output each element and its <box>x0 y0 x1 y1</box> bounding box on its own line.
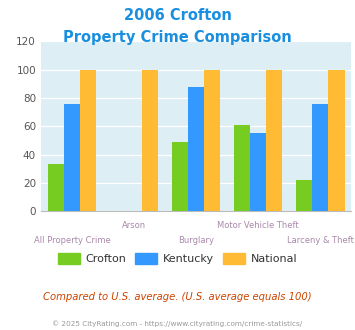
Bar <box>266 70 283 211</box>
Bar <box>328 70 345 211</box>
Bar <box>172 142 188 211</box>
Text: All Property Crime: All Property Crime <box>33 236 110 245</box>
Text: Property Crime Comparison: Property Crime Comparison <box>63 30 292 45</box>
Text: Larceny & Theft: Larceny & Theft <box>287 236 354 245</box>
Bar <box>312 104 328 211</box>
Text: Arson: Arson <box>122 221 146 230</box>
Text: Compared to U.S. average. (U.S. average equals 100): Compared to U.S. average. (U.S. average … <box>43 292 312 302</box>
Bar <box>250 133 266 211</box>
Text: Burglary: Burglary <box>178 236 214 245</box>
Bar <box>64 104 80 211</box>
Text: 2006 Crofton: 2006 Crofton <box>124 8 231 23</box>
Legend: Crofton, Kentucky, National: Crofton, Kentucky, National <box>55 251 300 267</box>
Bar <box>142 70 158 211</box>
Bar <box>80 70 96 211</box>
Bar <box>204 70 220 211</box>
Bar <box>296 180 312 211</box>
Bar <box>188 86 204 211</box>
Bar <box>48 164 64 211</box>
Text: © 2025 CityRating.com - https://www.cityrating.com/crime-statistics/: © 2025 CityRating.com - https://www.city… <box>53 321 302 327</box>
Text: Motor Vehicle Theft: Motor Vehicle Theft <box>218 221 299 230</box>
Bar <box>234 125 250 211</box>
